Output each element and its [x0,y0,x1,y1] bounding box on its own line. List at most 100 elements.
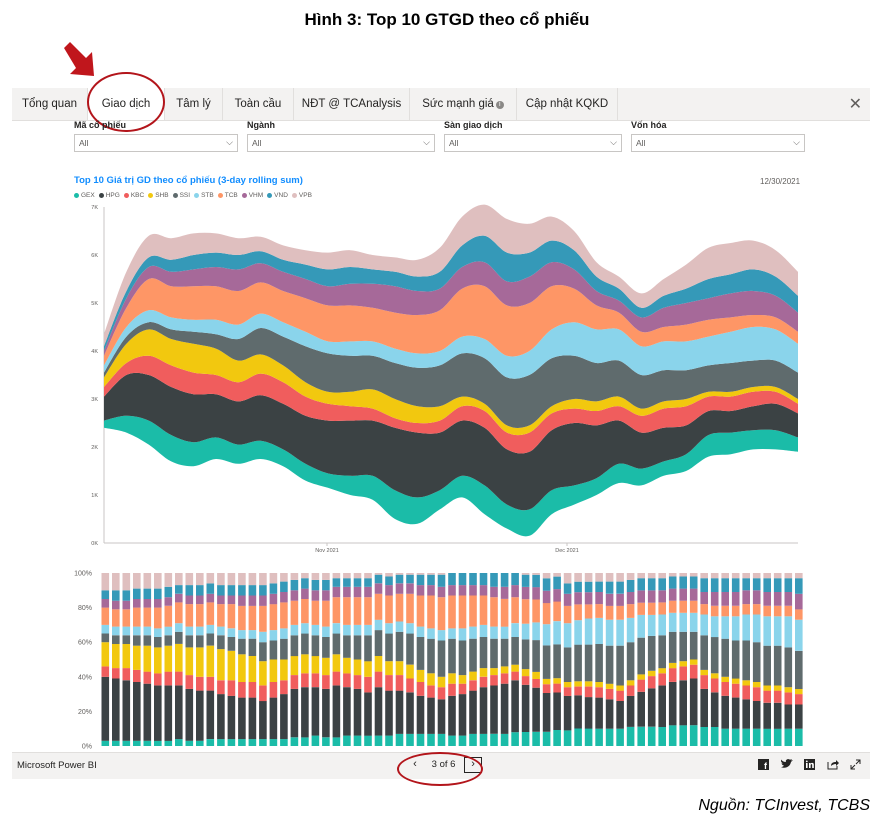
bar-segment-vhm[interactable] [143,599,152,608]
bar-segment-shb[interactable] [679,661,687,667]
bar-segment-gex[interactable] [175,739,183,746]
bar-segment-vpb[interactable] [721,573,729,579]
bar-segment-hpg[interactable] [710,692,719,727]
bar-segment-gex[interactable] [595,728,603,746]
bar-segment-vnd[interactable] [206,583,215,594]
bar-segment-stb[interactable] [668,612,677,632]
bar-segment-ssi[interactable] [395,631,404,662]
bar-segment-gex[interactable] [143,740,152,746]
bar-segment-kbc[interactable] [385,675,393,691]
bar-segment-vnd[interactable] [259,585,267,596]
bar-segment-ssi[interactable] [795,650,803,689]
bar-segment-tcb[interactable] [647,602,656,615]
bar-segment-shb[interactable] [763,685,771,691]
bar-segment-shb[interactable] [710,673,719,679]
bar-segment-hpg[interactable] [133,682,141,741]
bar-segment-kbc[interactable] [332,671,341,686]
bar-segment-gex[interactable] [563,730,572,746]
bar-segment-hpg[interactable] [248,697,257,740]
bar-segment-stb[interactable] [238,630,246,639]
legend-item-stb[interactable]: STB [194,192,214,199]
bar-segment-shb[interactable] [689,659,698,665]
bar-segment-vnd[interactable] [668,576,677,589]
bar-segment-stb[interactable] [353,624,362,636]
bar-segment-hpg[interactable] [301,687,309,738]
bar-segment-shb[interactable] [364,661,372,677]
bar-segment-gex[interactable] [290,737,299,746]
bar-segment-shb[interactable] [175,643,183,672]
bar-segment-gex[interactable] [280,739,288,746]
bar-segment-tcb[interactable] [752,604,761,615]
bar-segment-vnd[interactable] [154,588,162,599]
bar-segment-tcb[interactable] [773,605,782,617]
bar-segment-vhm[interactable] [763,592,771,606]
bar-segment-vnd[interactable] [553,576,561,590]
bar-segment-ssi[interactable] [668,631,677,663]
bar-segment-ssi[interactable] [248,638,257,656]
bar-segment-kbc[interactable] [133,669,141,682]
bar-segment-gex[interactable] [542,731,551,746]
bar-segment-hpg[interactable] [332,685,341,738]
bar-segment-vnd[interactable] [227,585,236,596]
bar-segment-vpb[interactable] [185,573,194,586]
bar-segment-ssi[interactable] [511,637,519,665]
bar-segment-vhm[interactable] [290,590,299,601]
bar-segment-shb[interactable] [290,656,299,675]
bar-segment-vpb[interactable] [406,573,414,575]
bar-segment-gex[interactable] [332,737,341,746]
bar-segment-vpb[interactable] [542,573,551,579]
bar-segment-hpg[interactable] [731,697,740,729]
bar-segment-kbc[interactable] [343,673,351,688]
bar-segment-vnd[interactable] [542,578,551,591]
bar-segment-stb[interactable] [406,623,414,634]
bar-segment-vpb[interactable] [280,573,288,582]
bar-segment-kbc[interactable] [563,687,572,696]
bar-segment-tcb[interactable] [122,609,131,627]
bar-segment-hpg[interactable] [563,695,572,731]
bar-segment-hpg[interactable] [406,692,414,734]
bar-segment-stb[interactable] [374,619,383,631]
bar-segment-vhm[interactable] [164,597,173,606]
bar-segment-vpb[interactable] [206,573,215,584]
bar-segment-tcb[interactable] [353,597,362,625]
bar-segment-tcb[interactable] [269,604,278,631]
bar-segment-vnd[interactable] [101,590,110,599]
bar-segment-hpg[interactable] [437,699,446,734]
tab-toan-cau[interactable]: Toàn cầu [223,88,294,120]
bar-segment-vhm[interactable] [406,583,414,594]
bar-segment-gex[interactable] [311,735,320,746]
bar-segment-vnd[interactable] [532,574,540,588]
bar-segment-ssi[interactable] [343,635,351,658]
bar-segment-kbc[interactable] [301,673,309,688]
bar-segment-gex[interactable] [196,740,204,746]
bar-segment-ssi[interactable] [416,637,425,670]
bar-segment-gex[interactable] [532,731,540,746]
bar-segment-vhm[interactable] [259,595,267,606]
bar-segment-vhm[interactable] [689,588,698,601]
bar-segment-tcb[interactable] [731,605,740,617]
bar-segment-shb[interactable] [301,654,309,674]
bar-segment-hpg[interactable] [637,691,645,727]
bar-segment-ssi[interactable] [637,637,645,675]
bar-segment-hpg[interactable] [668,682,677,726]
bar-segment-tcb[interactable] [595,604,603,618]
bar-segment-stb[interactable] [112,626,120,636]
bar-segment-vpb[interactable] [700,573,708,579]
bar-segment-stb[interactable] [154,628,162,637]
bar-segment-hpg[interactable] [217,694,225,740]
stream-series-hpg[interactable] [104,372,798,511]
bar-segment-vhm[interactable] [679,588,687,601]
bar-segment-shb[interactable] [217,649,225,681]
bar-segment-ssi[interactable] [500,638,509,667]
bar-segment-vhm[interactable] [574,592,582,605]
bar-segment-ssi[interactable] [647,635,656,671]
bar-segment-vhm[interactable] [458,585,467,596]
bar-segment-ssi[interactable] [427,638,435,674]
bar-segment-vhm[interactable] [605,593,614,606]
bar-segment-gex[interactable] [710,727,719,746]
bar-segment-stb[interactable] [458,628,467,641]
bar-segment-vhm[interactable] [196,595,204,605]
bar-segment-stb[interactable] [280,628,288,639]
bar-segment-hpg[interactable] [385,690,393,736]
bar-segment-shb[interactable] [490,668,498,675]
